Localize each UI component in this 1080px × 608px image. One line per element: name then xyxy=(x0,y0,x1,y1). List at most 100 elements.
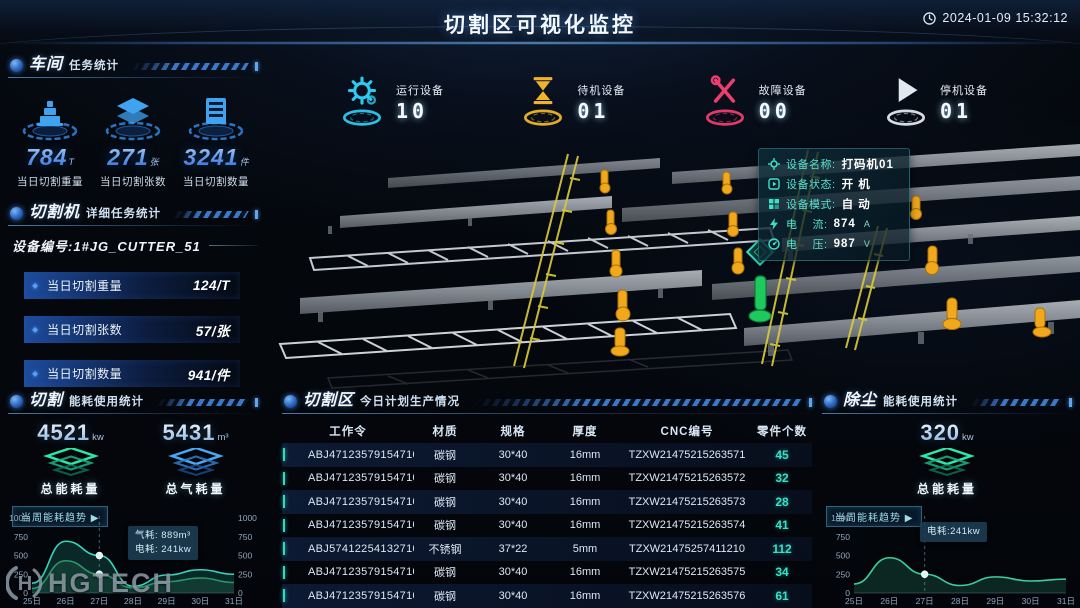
cutting-energy-header: 切割 能耗使用统计 xyxy=(8,386,258,414)
table-column-header: 规格 xyxy=(500,426,526,438)
stat-total-gas: 5431 m³ 总气耗量 xyxy=(140,420,252,497)
tooltip-value: 打码机01 xyxy=(841,159,894,171)
table-cell: TZXW21475215263573 xyxy=(628,495,746,508)
stripes-endcap xyxy=(1069,398,1072,407)
stripes-endcap xyxy=(255,210,258,219)
tooltip-label: 电 压: xyxy=(786,239,828,251)
cutter-metric-row: ◆ 当日切割张数 57/张 xyxy=(24,316,240,343)
stat-cut-weight: 784T 当日切割重量 xyxy=(10,86,90,189)
weekly-trend-button[interactable]: 当周能耗趋势 ▶ xyxy=(826,506,923,527)
table-row[interactable]: ABJ5741225413271087 不锈钢 37*22 5mm TZXW214752… xyxy=(282,537,812,561)
stat-unit: m³ xyxy=(217,432,229,443)
table-cell: 30*40 xyxy=(498,589,528,602)
table-cell: 碳钢 xyxy=(434,567,456,580)
status-text: 故障设备 00 xyxy=(759,74,807,134)
mode-grid-icon xyxy=(769,199,779,209)
stripes-endcap xyxy=(255,62,258,71)
svg-text:28日: 28日 xyxy=(124,596,142,606)
stat-unit: 张 xyxy=(149,157,159,167)
svg-text:500: 500 xyxy=(238,551,252,561)
voltage-gauge-icon xyxy=(768,238,780,250)
dust-energy-panel: 除尘 能耗使用统计 320 kw 总能耗量 当周能耗趋势 ▶ xyxy=(822,386,1072,527)
cutting-energy-title: 切割 xyxy=(29,392,64,409)
table-row[interactable]: ABJ4712357915471031 碳钢 30*40 16mm TZXW214752… xyxy=(282,443,812,467)
stripes-decoration xyxy=(471,399,804,406)
table-cell: 碳钢 xyxy=(434,520,456,533)
table-row[interactable]: ABJ4712357915471033 碳钢 30*40 16mm TZXW214752… xyxy=(282,490,812,514)
table-row[interactable]: ABJ4712357915471034 碳钢 30*40 16mm TZXW214752… xyxy=(282,514,812,538)
sphere-icon xyxy=(10,395,23,408)
table-column-header: 材质 xyxy=(432,426,458,438)
workshop-title: 车间 xyxy=(29,56,64,73)
table-cell: ABJ5741225413271087 xyxy=(308,542,414,555)
stat-label: 总能耗量 xyxy=(40,482,101,496)
table-cell: 16mm xyxy=(569,448,601,461)
workshop-stats: 784T 当日切割重量 271张 当日切割张数 xyxy=(8,74,258,189)
stat-number: 4521 xyxy=(37,420,91,445)
svg-text:0: 0 xyxy=(845,588,850,598)
svg-text:26日: 26日 xyxy=(880,596,898,606)
diamond-bullet-icon: ◆ xyxy=(32,325,39,334)
cutter-metric-row: ◆ 当日切割数量 941/件 xyxy=(24,360,240,387)
table-cell: ABJ4712357915471037 xyxy=(308,589,414,602)
chart-tooltip-line: 气耗: 889m³ xyxy=(135,530,191,541)
status-value: 01 xyxy=(577,99,610,123)
cutting-energy-chart: 0 0 250 250 500 500 750 750 1000 1000 25日 26日 27日 28日… xyxy=(6,508,260,606)
hourglass-icon xyxy=(524,77,563,126)
device-number-row[interactable]: 设备编号:1#JG_CUTTER_51 xyxy=(12,236,258,255)
dust-energy-stats: 320 kw 总能耗量 xyxy=(822,410,1072,497)
stat-value-row: 5431 m³ xyxy=(140,420,252,446)
line-chart: 0 0 250 250 500 500 750 750 1000 1000 25日 26日 27日 28日… xyxy=(9,513,257,606)
parts-list-icon xyxy=(176,86,256,144)
table-cell: 16mm xyxy=(569,495,601,508)
tooltip-unit: V xyxy=(863,239,870,249)
table-row[interactable]: ABJ4712357915471036 碳钢 30*40 16mm TZXW214752… xyxy=(282,561,812,585)
device-number: 设备编号:1#JG_CUTTER_51 xyxy=(12,239,201,254)
metric-label: 当日切割张数 xyxy=(47,323,123,337)
status-text: 运行设备 10 xyxy=(396,74,444,134)
status-label: 停机设备 xyxy=(939,85,988,97)
status-item: 待机设备 01 xyxy=(519,74,647,134)
stat-unit: kw xyxy=(92,432,104,443)
stat-label: 当日切割张数 xyxy=(100,176,166,188)
device-info-tooltip: 设备名称: 打码机01 设备状态: 开 机 设备模式: 自 动 电 流: 874… xyxy=(758,148,910,261)
table-cell: 不锈钢 xyxy=(428,543,462,556)
table-cell: 16mm xyxy=(569,589,601,602)
table-cell: 41 xyxy=(775,518,789,533)
status-item: 运行设备 10 xyxy=(338,74,466,134)
cutting-energy-subtitle: 能耗使用统计 xyxy=(69,396,145,408)
svg-text:750: 750 xyxy=(14,532,28,542)
equipment-status-bar: 运行设备 10 待机设备 01 故障设备 00 xyxy=(338,74,1010,134)
power-status-icon xyxy=(768,178,780,190)
table-cell: TZXW21475215263576 xyxy=(628,589,746,602)
weekly-trend-button[interactable]: 当周能耗趋势 ▶ xyxy=(12,506,109,527)
stat-value-row: 271张 xyxy=(93,144,173,171)
tooltip-value: 874 xyxy=(833,218,856,230)
cutter-panel-header: 切割机 详细任务统计 xyxy=(8,198,258,226)
sphere-icon xyxy=(10,207,23,220)
tooltip-value: 开 机 xyxy=(841,179,871,191)
table-cell: ABJ4712357915471033 xyxy=(308,495,414,508)
sphere-icon xyxy=(824,395,837,408)
tooltip-row: 设备状态: 开 机 xyxy=(768,176,900,192)
metric-value: 124/T xyxy=(192,278,230,293)
cutter-title: 切割机 xyxy=(29,204,81,221)
tooltip-row: 电 压: 987 V xyxy=(768,236,900,252)
stripes-endcap xyxy=(255,398,258,407)
stat-total-energy: 320 kw 总能耗量 xyxy=(891,420,1003,497)
cutter-subtitle: 详细任务统计 xyxy=(86,208,162,220)
current-bolt-icon xyxy=(770,218,778,230)
table-row[interactable]: ABJ4712357915471032 碳钢 30*40 16mm TZXW214752… xyxy=(282,467,812,491)
table-column-header: 厚度 xyxy=(572,426,598,438)
stat-value-row: 3241件 xyxy=(176,144,256,171)
tooltip-row: 设备模式: 自 动 xyxy=(768,196,900,212)
chevron-stack-icon xyxy=(891,446,1003,478)
table-cell: 34 xyxy=(775,565,789,580)
status-label: 运行设备 xyxy=(396,85,444,97)
status-value: 00 xyxy=(758,99,791,123)
workshop-subtitle: 任务统计 xyxy=(69,60,120,72)
table-row[interactable]: ABJ4712357915471037 碳钢 30*40 16mm TZXW214752… xyxy=(282,584,812,608)
table-cell: 16mm xyxy=(569,566,601,579)
metric-label: 当日切割数量 xyxy=(47,367,123,381)
sphere-icon xyxy=(10,59,23,72)
